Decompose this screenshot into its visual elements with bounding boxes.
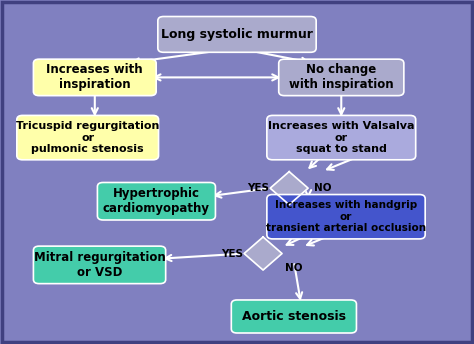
FancyBboxPatch shape bbox=[33, 246, 166, 283]
FancyBboxPatch shape bbox=[231, 300, 356, 333]
Polygon shape bbox=[270, 172, 308, 205]
Text: No change
with inspiration: No change with inspiration bbox=[289, 63, 393, 92]
Text: Tricuspid regurgitation
or
pulmonic stenosis: Tricuspid regurgitation or pulmonic sten… bbox=[16, 121, 159, 154]
Text: YES: YES bbox=[221, 248, 243, 259]
Text: Increases with handgrip
or
transient arterial occlusion: Increases with handgrip or transient art… bbox=[266, 200, 426, 233]
FancyBboxPatch shape bbox=[279, 59, 404, 96]
FancyBboxPatch shape bbox=[17, 116, 158, 160]
Text: YES: YES bbox=[247, 183, 269, 193]
Text: NO: NO bbox=[285, 263, 302, 273]
Text: NO: NO bbox=[314, 183, 331, 193]
Text: Increases with
inspiration: Increases with inspiration bbox=[46, 63, 143, 92]
FancyBboxPatch shape bbox=[267, 116, 416, 160]
Text: Aortic stenosis: Aortic stenosis bbox=[242, 310, 346, 323]
Text: Long systolic murmur: Long systolic murmur bbox=[161, 28, 313, 41]
Text: Increases with Valsalva
or
squat to stand: Increases with Valsalva or squat to stan… bbox=[268, 121, 415, 154]
FancyBboxPatch shape bbox=[98, 182, 215, 220]
Text: Hypertrophic
cardiomyopathy: Hypertrophic cardiomyopathy bbox=[103, 187, 210, 215]
FancyBboxPatch shape bbox=[267, 195, 425, 239]
FancyBboxPatch shape bbox=[158, 17, 316, 52]
Text: Mitral regurgitation
or VSD: Mitral regurgitation or VSD bbox=[34, 251, 165, 279]
FancyBboxPatch shape bbox=[33, 59, 156, 96]
Polygon shape bbox=[244, 237, 282, 270]
